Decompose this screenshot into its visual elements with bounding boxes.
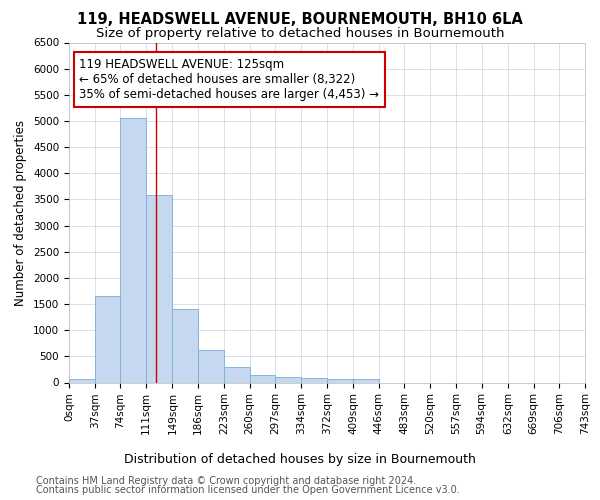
Y-axis label: Number of detached properties: Number of detached properties bbox=[14, 120, 28, 306]
Text: 119, HEADSWELL AVENUE, BOURNEMOUTH, BH10 6LA: 119, HEADSWELL AVENUE, BOURNEMOUTH, BH10… bbox=[77, 12, 523, 28]
Text: Distribution of detached houses by size in Bournemouth: Distribution of detached houses by size … bbox=[124, 452, 476, 466]
Text: Contains public sector information licensed under the Open Government Licence v3: Contains public sector information licen… bbox=[36, 485, 460, 495]
Bar bbox=[172, 310, 198, 382]
Text: Contains HM Land Registry data © Crown copyright and database right 2024.: Contains HM Land Registry data © Crown c… bbox=[36, 476, 416, 486]
Bar bbox=[121, 118, 146, 382]
Bar bbox=[328, 380, 353, 382]
Bar bbox=[95, 296, 121, 382]
Bar bbox=[69, 378, 95, 382]
Bar bbox=[301, 378, 328, 382]
Bar bbox=[146, 195, 172, 382]
Text: 119 HEADSWELL AVENUE: 125sqm
← 65% of detached houses are smaller (8,322)
35% of: 119 HEADSWELL AVENUE: 125sqm ← 65% of de… bbox=[79, 58, 379, 101]
Bar bbox=[353, 380, 379, 382]
Bar bbox=[275, 376, 301, 382]
Text: Size of property relative to detached houses in Bournemouth: Size of property relative to detached ho… bbox=[96, 28, 504, 40]
Bar bbox=[198, 350, 224, 382]
Bar bbox=[250, 375, 275, 382]
Bar bbox=[224, 368, 250, 382]
